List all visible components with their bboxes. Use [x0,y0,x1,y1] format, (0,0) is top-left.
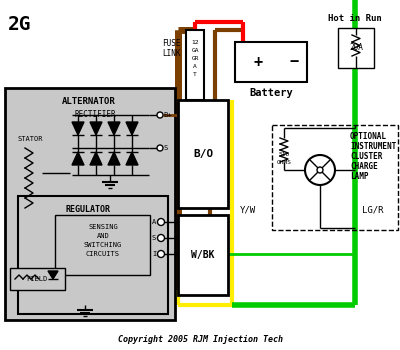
Text: CLUSTER: CLUSTER [350,152,382,161]
Bar [10,268,65,290]
Bar [338,28,374,68]
Polygon shape [72,122,84,135]
Text: Copyright 2005 RJM Injection Tech: Copyright 2005 RJM Injection Tech [118,336,282,344]
Circle shape [157,112,163,118]
Polygon shape [108,122,120,135]
Text: LAMP: LAMP [350,172,368,181]
Bar [178,215,228,295]
Text: CIRCUITS: CIRCUITS [86,251,120,257]
Text: 2G: 2G [8,15,32,34]
Polygon shape [126,122,138,135]
Text: +: + [254,55,262,70]
Text: AND: AND [97,233,109,239]
Text: I: I [152,251,156,257]
Text: B/O: B/O [193,149,213,159]
Text: OHMS: OHMS [276,161,292,166]
Text: S: S [152,235,156,241]
Bar [55,215,150,275]
Text: A: A [193,63,197,69]
Circle shape [305,155,335,185]
Text: W/BK: W/BK [191,250,215,260]
Text: ALTERNATOR: ALTERNATOR [62,97,116,106]
Text: 20A: 20A [349,43,363,52]
Text: FUSE: FUSE [162,40,181,49]
Text: −: − [290,55,298,70]
Polygon shape [90,122,102,135]
Circle shape [158,218,164,225]
Text: Hot in Run: Hot in Run [328,14,382,23]
Text: STATOR: STATOR [17,136,43,142]
Text: GR: GR [191,56,199,61]
Text: GA: GA [191,48,199,52]
Text: S: S [163,145,167,151]
Text: REGULATOR: REGULATOR [65,205,110,214]
Text: 510: 510 [278,153,290,158]
Text: SWITCHING: SWITCHING [84,242,122,248]
Bar [272,125,398,230]
Text: B+: B+ [163,112,172,118]
Text: LG/R: LG/R [362,205,384,215]
Bar [178,100,228,208]
Polygon shape [90,152,102,165]
Text: Battery: Battery [249,88,293,98]
Polygon shape [48,271,58,279]
Bar [5,88,175,320]
Text: LINK: LINK [162,49,181,58]
Bar [18,196,168,314]
Text: OPTIONAL: OPTIONAL [350,132,387,141]
Bar [186,30,204,100]
Circle shape [317,167,323,173]
Text: RECTIFIER: RECTIFIER [74,110,116,119]
Polygon shape [72,152,84,165]
Text: Y/W: Y/W [240,205,256,215]
Circle shape [158,234,164,241]
Bar [235,42,307,82]
Polygon shape [108,152,120,165]
Text: INSTRUMENT: INSTRUMENT [350,142,396,151]
Circle shape [157,145,163,151]
Text: CHARGE: CHARGE [350,162,378,171]
Text: 12: 12 [191,40,199,44]
Text: A: A [152,219,156,225]
Text: SENSING: SENSING [88,224,118,230]
Circle shape [158,251,164,258]
Text: FIELD: FIELD [26,276,48,282]
Polygon shape [126,152,138,165]
Text: T: T [193,71,197,77]
